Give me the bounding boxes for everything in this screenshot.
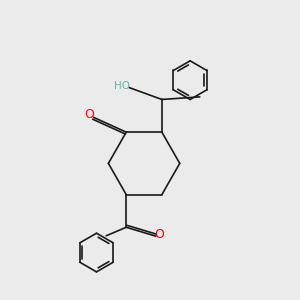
Text: O: O xyxy=(84,108,94,121)
Text: O: O xyxy=(154,228,164,241)
Text: HO: HO xyxy=(114,81,130,91)
